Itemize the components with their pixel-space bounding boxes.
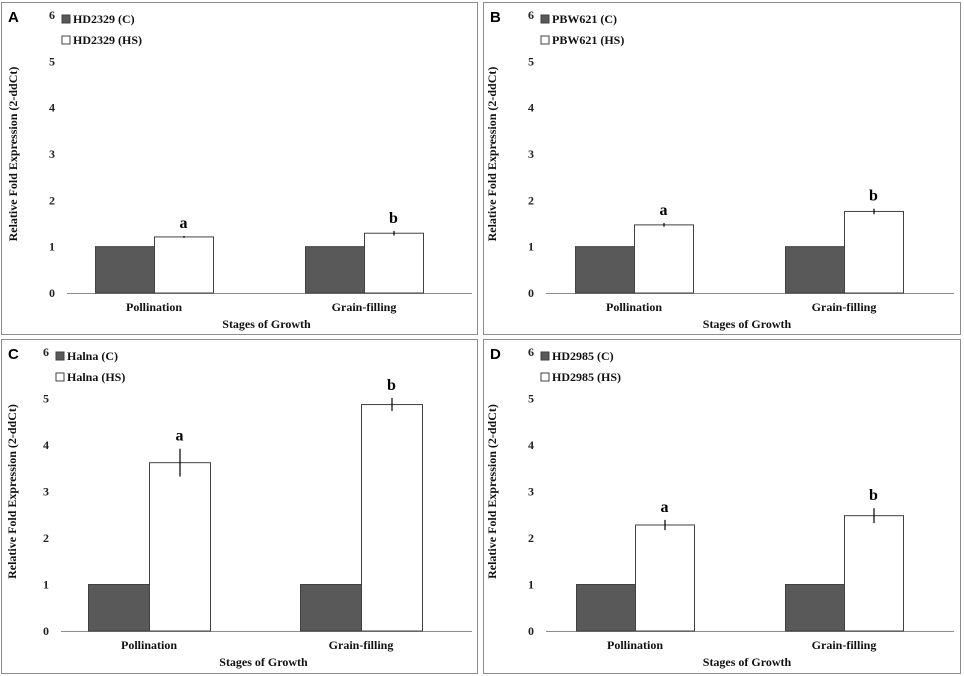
y-tick-label: 0 [528, 286, 534, 300]
y-axis-title: Relative Fold Expression (2-ddCt) [485, 67, 499, 242]
bar-control [305, 246, 365, 294]
panel-letter: D [490, 346, 501, 363]
y-tick-label: 1 [49, 240, 55, 254]
significance-label: a [176, 428, 184, 445]
y-tick-label: 2 [528, 193, 534, 207]
legend-label: PBW621 (HS) [552, 33, 624, 47]
legend-label: Halna (C) [67, 349, 118, 363]
y-tick-label: 5 [49, 54, 55, 68]
x-axis-title: Stages of Growth [219, 655, 308, 669]
y-tick-label: 4 [528, 101, 534, 115]
chart-panel-d: D 0 1 2 3 4 5 6 a Pollination b Grain-filling Stages… [483, 339, 961, 674]
legend-swatch-heat-stress [540, 372, 550, 382]
x-category-label: Grain-filling [812, 638, 877, 652]
legend-label: HD2329 (C) [73, 12, 135, 26]
bar-control [88, 584, 150, 632]
x-category-label: Pollination [126, 300, 182, 314]
y-tick-label: 0 [49, 286, 55, 300]
y-tick-label: 3 [528, 147, 534, 161]
chart-svg: C 0 1 2 3 4 5 6 a Pollination b Grain-filling Stages… [5, 345, 472, 669]
y-tick-label: 5 [528, 392, 534, 406]
y-tick-label: 5 [528, 54, 534, 68]
bar-control [95, 246, 155, 294]
significance-label: a [180, 215, 188, 232]
y-tick-label: 3 [528, 485, 534, 499]
y-tick-label: 4 [49, 101, 55, 115]
x-category-label: Grain-filling [329, 638, 394, 652]
y-tick-label: 5 [43, 392, 49, 406]
y-tick-label: 0 [43, 624, 49, 638]
panel-letter: B [490, 9, 501, 26]
y-tick-label: 2 [528, 531, 534, 545]
chart-svg: D 0 1 2 3 4 5 6 a Pollination b Grain-filling Stages… [485, 345, 954, 669]
significance-label: a [660, 202, 668, 219]
x-category-label: Pollination [121, 638, 177, 652]
y-axis-title: Relative Fold Expression (2-ddCt) [5, 404, 19, 579]
x-category-label: Pollination [606, 300, 662, 314]
x-axis-title: Stages of Growth [222, 317, 311, 331]
significance-label: a [661, 499, 669, 516]
legend-label: HD2985 (C) [552, 349, 614, 363]
y-tick-label: 4 [528, 438, 534, 452]
x-category-label: Grain-filling [812, 300, 877, 314]
bar-heat-stress [361, 404, 423, 632]
y-tick-label: 1 [528, 578, 534, 592]
legend-swatch-control [540, 14, 550, 24]
y-tick-label: 1 [528, 240, 534, 254]
legend-label: Halna (HS) [67, 370, 125, 384]
y-tick-label: 2 [43, 531, 49, 545]
chart-panel-b: B 0 1 2 3 4 5 6 a Pollination b Grain-filling Stages… [483, 2, 961, 335]
bar-control [300, 584, 362, 632]
y-tick-label: 4 [43, 438, 49, 452]
legend-label: HD2985 (HS) [552, 370, 621, 384]
legend-swatch-control [61, 14, 71, 24]
x-axis-title: Stages of Growth [703, 317, 792, 331]
y-tick-label: 6 [49, 8, 55, 22]
chart-svg: A 0 1 2 3 4 5 6 a Pollination b Grain-filling Stages… [6, 8, 472, 331]
legend-swatch-control [55, 351, 65, 361]
legend-label: PBW621 (C) [552, 12, 617, 26]
y-tick-label: 2 [49, 193, 55, 207]
bar-heat-stress [154, 236, 214, 294]
legend-swatch-heat-stress [61, 35, 71, 45]
y-axis-title: Relative Fold Expression (2-ddCt) [6, 67, 20, 242]
x-category-label: Pollination [607, 638, 663, 652]
chart-panel-a: A 0 1 2 3 4 5 6 a Pollination b Grain-filling Stages… [1, 2, 478, 335]
y-tick-label: 6 [43, 345, 49, 359]
panel-letter: C [8, 346, 19, 363]
bar-heat-stress [149, 462, 211, 632]
y-tick-label: 1 [43, 578, 49, 592]
significance-label: b [869, 188, 878, 205]
chart-svg: B 0 1 2 3 4 5 6 a Pollination b Grain-filling Stages… [485, 8, 954, 331]
bar-control [575, 246, 635, 294]
y-axis-title: Relative Fold Expression (2-ddCt) [485, 404, 499, 579]
legend-swatch-heat-stress [540, 35, 550, 45]
bar-control [576, 584, 636, 632]
bar-heat-stress [844, 515, 904, 632]
y-tick-label: 3 [49, 147, 55, 161]
legend-swatch-control [540, 351, 550, 361]
bar-control [785, 246, 845, 294]
y-tick-label: 3 [43, 485, 49, 499]
significance-label: b [389, 210, 398, 227]
y-tick-label: 6 [528, 345, 534, 359]
significance-label: b [387, 377, 396, 394]
legend-swatch-heat-stress [55, 372, 65, 382]
bar-heat-stress [635, 524, 695, 632]
bar-heat-stress [634, 224, 694, 294]
legend-label: HD2329 (HS) [73, 33, 142, 47]
y-tick-label: 0 [528, 624, 534, 638]
significance-label: b [869, 487, 878, 504]
x-axis-title: Stages of Growth [703, 655, 792, 669]
panel-letter: A [8, 9, 19, 26]
bar-heat-stress [844, 210, 904, 294]
y-tick-label: 6 [528, 8, 534, 22]
bar-heat-stress [364, 232, 424, 294]
x-category-label: Grain-filling [332, 300, 397, 314]
bar-control [785, 584, 845, 632]
chart-panel-c: C 0 1 2 3 4 5 6 a Pollination b Grain-filling Stages… [1, 339, 478, 674]
